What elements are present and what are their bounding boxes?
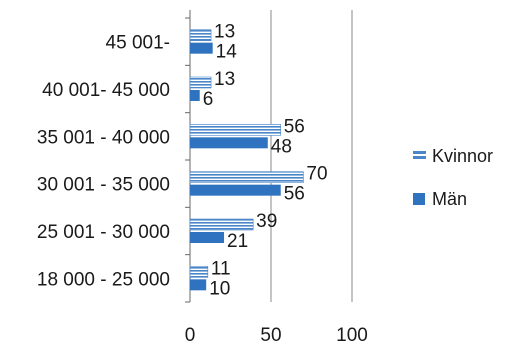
data-label-kvinnor: 11 [211, 258, 231, 279]
legend-swatch-kvinnor [413, 151, 426, 154]
bar-man [190, 279, 207, 291]
bar-kvinnor [189, 76, 212, 89]
legend-label: Män [432, 189, 467, 209]
legend-label: Kvinnor [432, 146, 493, 166]
bar-kvinnor [189, 218, 254, 231]
bars [189, 29, 304, 291]
data-label-kvinnor: 13 [214, 22, 235, 43]
value-axis [185, 10, 191, 303]
data-label-man: 48 [271, 136, 292, 157]
data-label-man: 21 [227, 231, 248, 252]
category-label: 30 001 - 35 000 [37, 175, 170, 196]
data-label-kvinnor: 13 [214, 69, 235, 90]
tick-label: 100 [336, 325, 368, 345]
data-label-kvinnor: 70 [306, 164, 327, 185]
category-label: 35 001 - 40 000 [37, 127, 170, 148]
bar-kvinnor [189, 266, 209, 278]
data-label-man: 56 [284, 184, 305, 205]
bar-kvinnor [189, 171, 304, 183]
category-label: 40 001- 45 000 [42, 80, 170, 101]
legend-swatch-kvinnor-stripe [413, 156, 426, 159]
bar-kvinnor [189, 29, 212, 41]
bar-man [190, 42, 213, 54]
category-label: 25 001 - 30 000 [37, 222, 170, 243]
gridlines [270, 10, 353, 302]
data-label-kvinnor: 56 [284, 116, 305, 137]
data-label-man: 6 [203, 89, 214, 110]
bar-man [190, 232, 225, 243]
bar-man [190, 137, 268, 149]
bar-man [190, 90, 200, 101]
tick-labels: 0 50 100 [185, 325, 368, 346]
legend: Kvinnor Män [413, 146, 493, 209]
data-label-man: 10 [209, 278, 230, 299]
tick-label: 0 [185, 325, 196, 345]
tick-label: 50 [260, 325, 281, 345]
category-label: 45 001- [106, 33, 170, 54]
bar-kvinnor [189, 124, 282, 136]
legend-swatch-man [413, 193, 425, 205]
category-label: 18 000 - 25 000 [37, 269, 170, 290]
data-label-kvinnor: 39 [256, 211, 277, 232]
data-label-man: 14 [216, 42, 238, 63]
category-axis-labels: 18 000 - 25 000 25 001 - 30 000 30 001 - 3… [37, 33, 170, 291]
bar-man [190, 184, 281, 196]
